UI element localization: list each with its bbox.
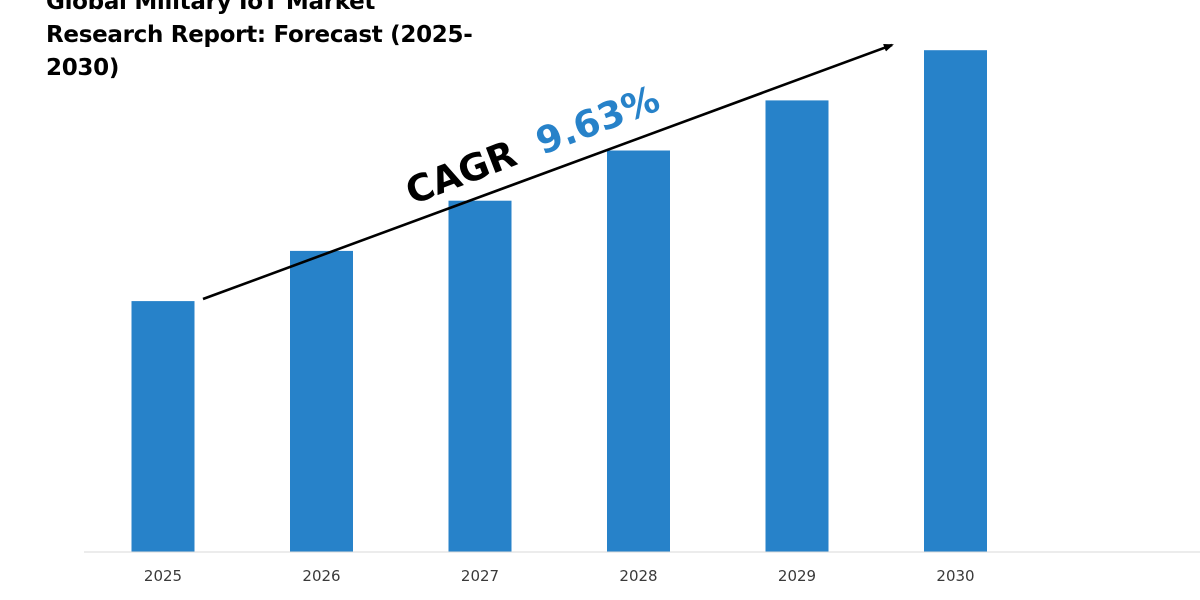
cagr-value: 9.63% [530,77,665,163]
bars-group [131,50,987,553]
x-tick-label-2029: 2029 [778,567,816,585]
x-tick-label-2025: 2025 [144,567,182,585]
x-tick-label-2026: 2026 [302,567,340,585]
chart-title: Global Military IoT Market Research Repo… [46,0,473,81]
trend-arrow [202,43,894,301]
bar-2028 [607,150,670,552]
bar-2029 [765,100,829,553]
bar-2027 [448,200,512,552]
x-axis-tick-labels: 2025 2026 2027 2028 2029 2030 [144,567,975,585]
x-tick-label-2030: 2030 [936,567,974,585]
x-tick-label-2028: 2028 [619,567,657,585]
bar-2026 [290,250,353,552]
bar-2025 [131,301,195,552]
x-tick-label-2027: 2027 [461,567,499,585]
bar-2030 [924,50,987,552]
